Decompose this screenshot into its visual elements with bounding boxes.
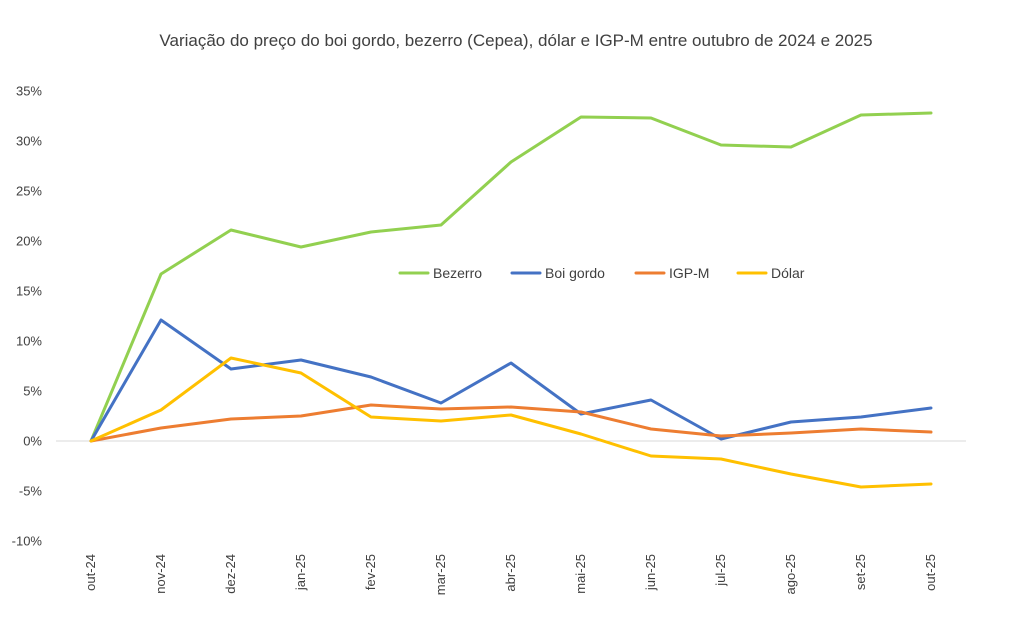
- x-tick-label: jan-25: [293, 554, 308, 591]
- y-tick-label: -5%: [19, 484, 43, 499]
- y-tick-label: 10%: [16, 334, 42, 349]
- x-tick-label: ago-25: [783, 554, 798, 594]
- x-tick-label: fev-25: [363, 554, 378, 590]
- series-line-bezerro: [89, 111, 933, 443]
- legend-label: Dólar: [771, 265, 805, 281]
- y-tick-label: 25%: [16, 184, 42, 199]
- x-tick-label: mar-25: [433, 554, 448, 595]
- x-tick-label: jun-25: [643, 554, 658, 591]
- chart-title: Variação do preço do boi gordo, bezerro …: [159, 31, 872, 50]
- y-tick-label: -10%: [12, 534, 43, 549]
- y-tick-label: 35%: [16, 84, 42, 99]
- legend: Bezerro Boi gordo IGP-M Dólar: [398, 265, 805, 281]
- y-axis-ticks: -10% -5% 0% 5% 10% 15% 20% 25% 30% 35%: [12, 84, 43, 549]
- y-tick-label: 0%: [23, 434, 42, 449]
- y-tick-label: 15%: [16, 284, 42, 299]
- legend-label: Boi gordo: [545, 265, 605, 281]
- legend-label: IGP-M: [669, 265, 709, 281]
- series-lines: [89, 111, 933, 489]
- x-tick-label: dez-24: [223, 554, 238, 594]
- x-axis-ticks: out-24 nov-24 dez-24 jan-25 fev-25 mar-25 abr-…: [83, 554, 938, 595]
- y-tick-label: 5%: [23, 384, 42, 399]
- x-tick-label: abr-25: [503, 554, 518, 592]
- x-tick-label: out-24: [83, 554, 98, 591]
- legend-label: Bezerro: [433, 265, 482, 281]
- x-tick-label: out-25: [923, 554, 938, 591]
- y-tick-label: 20%: [16, 234, 42, 249]
- series-line-boi-gordo: [89, 318, 933, 443]
- y-tick-label: 30%: [16, 134, 42, 149]
- series-line-igp-m: [89, 403, 933, 443]
- x-tick-label: nov-24: [153, 554, 168, 594]
- series-line-d-lar: [89, 356, 933, 489]
- x-tick-label: mai-25: [573, 554, 588, 594]
- x-tick-label: set-25: [853, 554, 868, 590]
- x-tick-label: jul-25: [713, 554, 728, 587]
